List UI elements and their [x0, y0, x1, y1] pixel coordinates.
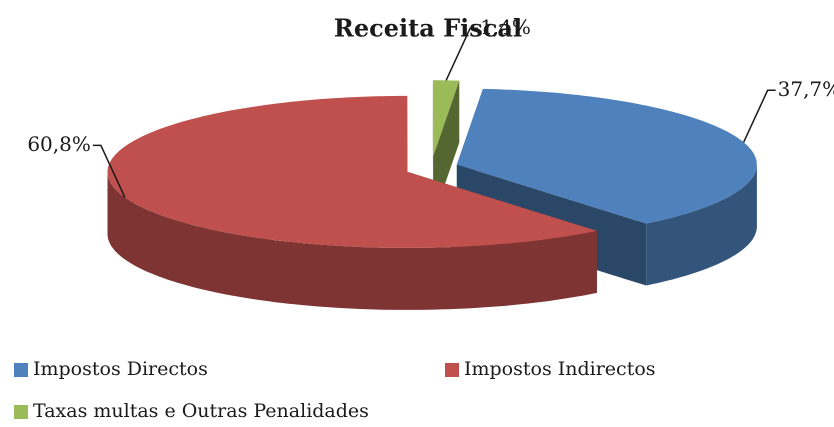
slice-top [456, 88, 757, 224]
legend-swatch [14, 405, 28, 419]
value-label: 60,8% [27, 132, 91, 156]
value-label: 1,4% [480, 15, 531, 39]
slice-top [107, 95, 597, 248]
legend-label: Taxas multas e Outras Penalidades [33, 400, 369, 422]
legend-label: Impostos Indirectos [464, 358, 656, 380]
value-label: 37,7% [778, 77, 834, 101]
slice-side [107, 171, 597, 310]
leader-line [742, 89, 776, 143]
slice [107, 95, 597, 310]
legend-swatch [445, 363, 459, 377]
leader-line [92, 144, 126, 198]
legend-label: Impostos Directos [33, 358, 208, 380]
slice-top [432, 80, 460, 157]
slice-side [646, 164, 757, 286]
legend-swatch [14, 363, 28, 377]
slice [456, 88, 757, 286]
chart-title: Receita Fiscal [334, 14, 522, 43]
leader-line [445, 27, 479, 81]
